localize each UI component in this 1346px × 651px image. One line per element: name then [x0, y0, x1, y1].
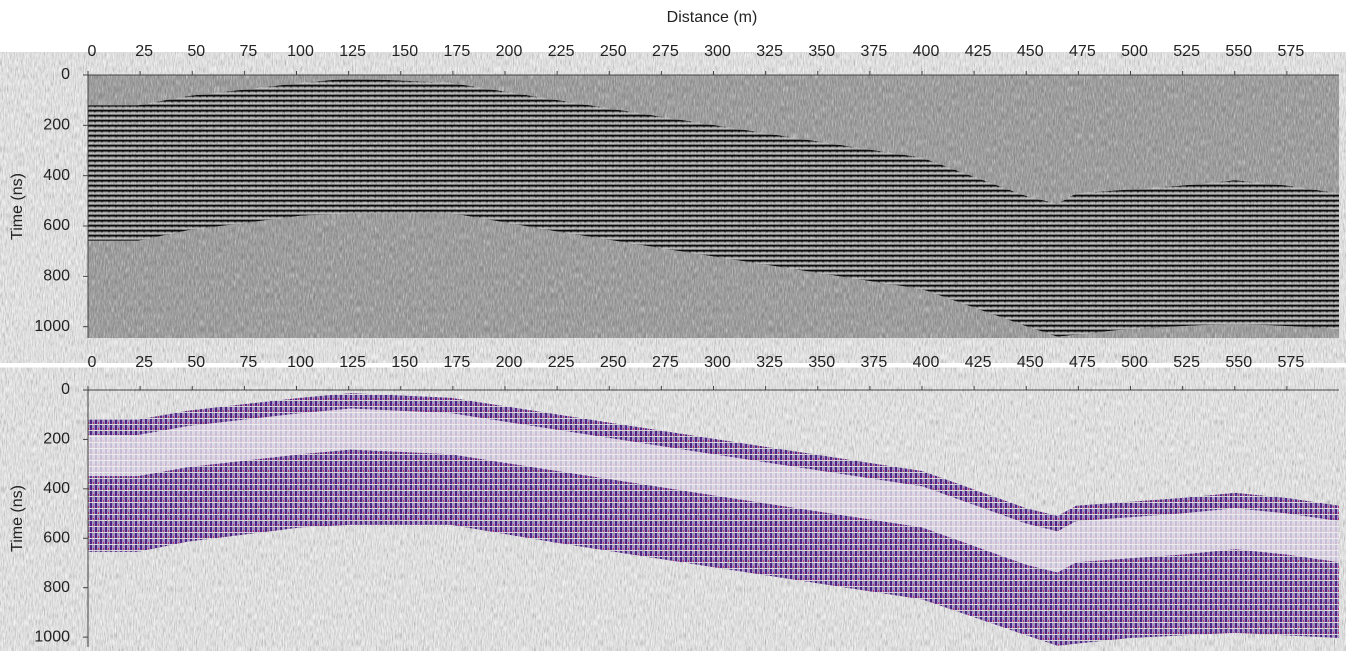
y-tick-label: 1000 [34, 318, 70, 335]
x-tick-label: 75 [239, 354, 257, 371]
x-tick-label: 500 [1121, 354, 1148, 371]
x-tick-label: 25 [135, 354, 153, 371]
x-tick-label: 250 [600, 354, 627, 371]
x-tick-label: 400 [913, 43, 940, 60]
radar-section [88, 78, 1339, 337]
y-tick-label: 400 [43, 480, 70, 497]
x-tick-label: 125 [339, 43, 366, 60]
x-axis-label: Distance (m) [667, 9, 758, 26]
y-tick-label: 600 [43, 529, 70, 546]
y-tick-label: 400 [43, 167, 70, 184]
x-tick-label: 175 [444, 354, 471, 371]
x-tick-label: 25 [135, 43, 153, 60]
x-tick-label: 450 [1017, 43, 1044, 60]
y-tick-label: 0 [61, 66, 70, 83]
x-tick-label: 550 [1225, 354, 1252, 371]
y-tick-label: 1000 [34, 628, 70, 645]
x-tick-label: 100 [287, 43, 314, 60]
y-tick-label: 800 [43, 268, 70, 285]
x-tick-label: 375 [861, 43, 888, 60]
x-tick-label: 100 [287, 354, 314, 371]
x-tick-label: 275 [652, 43, 679, 60]
x-tick-label: 125 [339, 354, 366, 371]
x-tick-label: 0 [88, 43, 97, 60]
x-tick-label: 150 [391, 354, 418, 371]
attenuation-zone [88, 408, 1339, 573]
x-tick-label: 425 [965, 354, 992, 371]
x-tick-label: 475 [1069, 43, 1096, 60]
y-tick-label: 200 [43, 117, 70, 134]
x-tick-label: 225 [548, 43, 575, 60]
y-axis-label: Time (ns) [9, 173, 26, 240]
x-tick-label: 175 [444, 43, 471, 60]
x-tick-label: 475 [1069, 354, 1096, 371]
x-tick-label: 225 [548, 354, 575, 371]
y-tick-label: 600 [43, 217, 70, 234]
x-tick-label: 300 [704, 354, 731, 371]
x-tick-label: 50 [187, 354, 205, 371]
x-tick-label: 0 [88, 354, 97, 371]
x-tick-label: 300 [704, 43, 731, 60]
x-tick-label: 550 [1225, 43, 1252, 60]
x-tick-label: 525 [1173, 43, 1200, 60]
x-tick-label: 325 [756, 43, 783, 60]
x-tick-label: 50 [187, 43, 205, 60]
x-tick-label: 200 [496, 354, 523, 371]
x-tick-label: 575 [1278, 354, 1305, 371]
radar-section [88, 393, 1339, 646]
y-axis-label: Time (ns) [9, 485, 26, 552]
x-tick-label: 150 [391, 43, 418, 60]
y-tick-label: 800 [43, 579, 70, 596]
x-tick-label: 575 [1278, 43, 1305, 60]
x-tick-label: 350 [808, 354, 835, 371]
x-tick-label: 525 [1173, 354, 1200, 371]
x-tick-label: 250 [600, 43, 627, 60]
x-tick-label: 75 [239, 43, 257, 60]
x-tick-label: 275 [652, 354, 679, 371]
x-tick-label: 325 [756, 354, 783, 371]
x-tick-label: 350 [808, 43, 835, 60]
x-tick-label: 400 [913, 354, 940, 371]
x-tick-label: 425 [965, 43, 992, 60]
x-tick-label: 375 [861, 354, 888, 371]
y-tick-label: 0 [61, 381, 70, 398]
x-tick-label: 500 [1121, 43, 1148, 60]
x-tick-label: 450 [1017, 354, 1044, 371]
x-tick-label: 200 [496, 43, 523, 60]
y-tick-label: 200 [43, 431, 70, 448]
